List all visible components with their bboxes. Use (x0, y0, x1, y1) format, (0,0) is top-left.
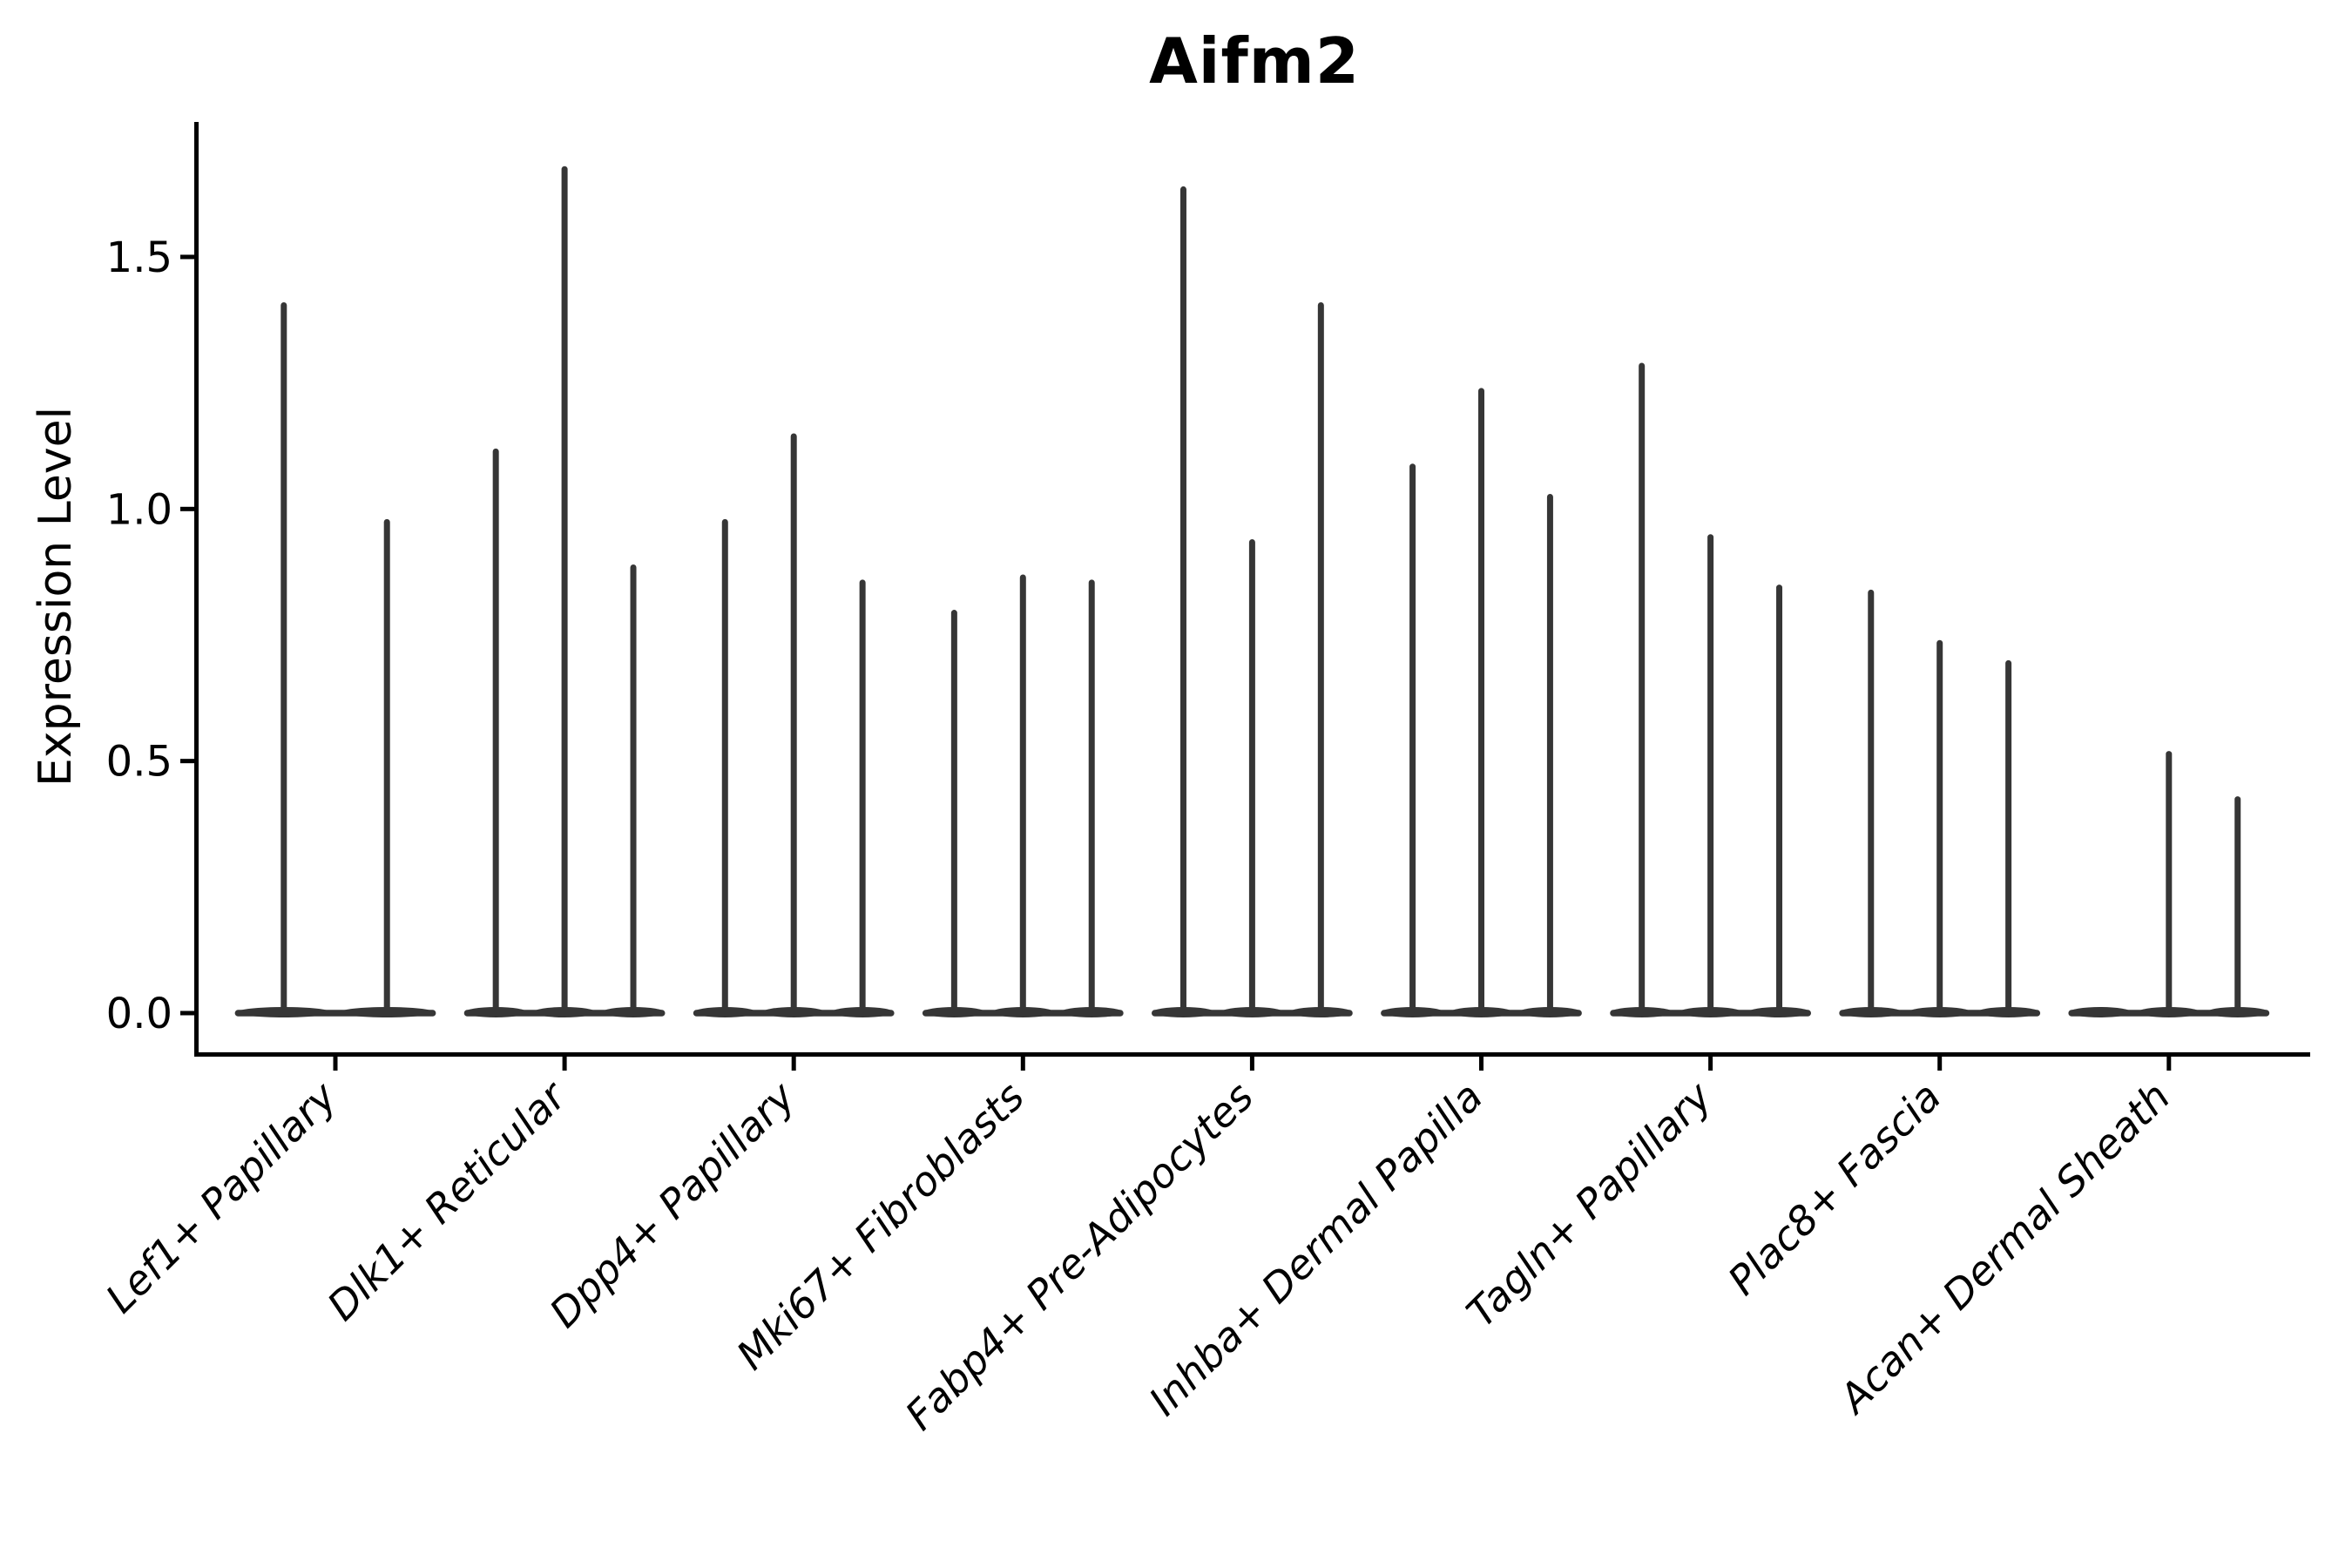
x-tick-label: Dlk1+ Reticular (318, 1071, 577, 1329)
y-axis-spine (194, 122, 199, 1057)
violin-spike (859, 579, 866, 1013)
violin-spike (1317, 302, 1324, 1014)
violin-spike (2234, 796, 2241, 1013)
y-tick (180, 759, 194, 764)
x-tick (1708, 1057, 1713, 1071)
violin-spike (1248, 539, 1255, 1013)
x-tick (791, 1057, 796, 1071)
violin-spike (492, 448, 499, 1013)
violin-spike (280, 302, 287, 1014)
y-tick-label: 1.0 (106, 485, 172, 534)
x-tick (1937, 1057, 1943, 1071)
y-tick-label: 0.0 (106, 990, 172, 1038)
violin-spike (1546, 493, 1553, 1013)
x-tick (1479, 1057, 1484, 1071)
violin-spike (1409, 463, 1416, 1013)
violin-spike (1868, 589, 1875, 1013)
x-tick (2166, 1057, 2172, 1071)
y-axis-title: Expression Level (30, 406, 82, 787)
y-tick-label: 1.5 (106, 233, 172, 282)
y-tick-label: 0.5 (106, 738, 172, 787)
y-tick (180, 506, 194, 511)
violin-spike (2166, 751, 2173, 1013)
x-tick (562, 1057, 567, 1071)
violin-spike (1776, 585, 1783, 1013)
chart-title: Aifm2 (1149, 24, 1360, 98)
violin-spike (1707, 534, 1714, 1013)
violin-spike (950, 610, 957, 1013)
violin-spike (1639, 362, 1646, 1013)
x-tick-label: Tagln+ Papillary (1457, 1072, 1721, 1336)
violin-spike (721, 518, 728, 1013)
violin-spike (630, 564, 637, 1013)
x-tick-label: Dpp4+ Papillary (540, 1072, 804, 1336)
violin-spike (1179, 186, 1186, 1013)
x-tick (1020, 1057, 1025, 1071)
violin-spike (1019, 574, 1026, 1013)
x-tick (1249, 1057, 1254, 1071)
violin-spike (790, 433, 797, 1013)
violin-spike (1088, 579, 1095, 1013)
violin-bulge (2069, 1007, 2132, 1017)
x-tick-label: Lef1+ Papillary (97, 1072, 346, 1321)
violin-spike (561, 166, 568, 1013)
x-axis-spine (194, 1052, 2310, 1057)
violin-spike (1936, 639, 1943, 1013)
violin-spike (1478, 388, 1484, 1013)
y-tick (180, 1010, 194, 1016)
violin-spike (2005, 659, 2012, 1013)
x-tick-label: Plac8+ Fascia (1719, 1073, 1950, 1304)
violin-spike (383, 518, 390, 1013)
y-tick (180, 254, 194, 260)
x-tick (333, 1057, 338, 1071)
